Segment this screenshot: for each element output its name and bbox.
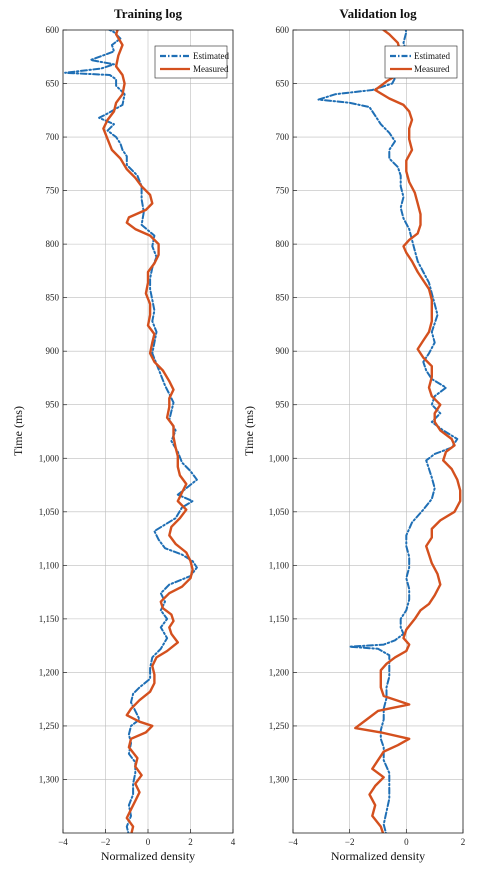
series-line-estimated <box>64 30 198 833</box>
y-axis-label: Time (ms) <box>242 406 256 456</box>
x-tick-label: −2 <box>101 837 111 847</box>
x-tick-label: 0 <box>404 837 409 847</box>
x-tick-label: −4 <box>58 837 68 847</box>
x-tick-label: −2 <box>345 837 355 847</box>
y-tick-label: 1,250 <box>269 721 290 731</box>
y-tick-label: 800 <box>276 239 290 249</box>
series-line-measured <box>102 30 194 833</box>
chart-title: Validation log <box>339 6 417 21</box>
y-tick-label: 1,200 <box>269 667 290 677</box>
y-tick-label: 600 <box>46 25 60 35</box>
x-tick-label: 0 <box>146 837 151 847</box>
grid <box>292 29 464 833</box>
legend-label-estimated: Estimated <box>193 51 229 61</box>
y-tick-label: 1,000 <box>269 453 290 463</box>
y-tick-label: 850 <box>46 293 60 303</box>
legend-box <box>384 45 458 79</box>
y-tick-label: 1,150 <box>269 614 290 624</box>
y-ticks: 600 650 700 750 800 850 900 950 1,000 1,050 1,100 1… <box>39 25 67 784</box>
y-tick-label: 700 <box>276 132 290 142</box>
x-tick-label: −4 <box>288 837 298 847</box>
series-line-estimated <box>317 30 459 833</box>
y-tick-label: 650 <box>46 79 60 89</box>
x-tick-label: 4 <box>231 837 236 847</box>
y-tick-label: 1,100 <box>269 560 290 570</box>
x-tick-label: 2 <box>461 837 466 847</box>
y-tick-label: 1,000 <box>39 453 60 463</box>
x-ticks: −4 −2 0 2 4 <box>58 829 236 847</box>
y-tick-label: 1,300 <box>39 774 60 784</box>
legend: Estimated Measured <box>384 45 458 79</box>
y-tick-label: 1,300 <box>269 774 290 784</box>
y-tick-label: 750 <box>276 186 290 196</box>
y-tick-label: 1,050 <box>269 507 290 517</box>
y-tick-label: 900 <box>46 346 60 356</box>
legend-label-estimated: Estimated <box>414 51 450 61</box>
y-ticks: 600 650 700 750 800 850 900 950 1,000 1,050 1,100 1… <box>269 25 297 784</box>
x-axis-label: Normalized density <box>101 849 195 863</box>
y-tick-label: 800 <box>46 239 60 249</box>
x-axis-label: Normalized density <box>331 849 425 863</box>
series-lines <box>64 30 198 833</box>
series-lines <box>317 30 462 833</box>
panel-validation: Validation log −4 −2 0 2 600 650 700 750 800 850… <box>242 6 465 863</box>
y-tick-label: 700 <box>46 132 60 142</box>
y-tick-label: 850 <box>276 293 290 303</box>
legend-label-measured: Measured <box>414 64 450 74</box>
y-tick-label: 650 <box>276 79 290 89</box>
legend-label-measured: Measured <box>193 64 229 74</box>
y-axis-label: Time (ms) <box>11 406 25 456</box>
panel-training: Training log −4 −2 0 2 4 600 650 700 750 800 850 9… <box>11 6 236 863</box>
y-tick-label: 1,100 <box>39 560 60 570</box>
x-tick-label: 2 <box>188 837 193 847</box>
grid <box>62 29 234 833</box>
x-ticks: −4 −2 0 2 <box>288 829 465 847</box>
y-tick-label: 950 <box>276 400 290 410</box>
series-line-measured <box>354 30 462 833</box>
y-tick-label: 900 <box>276 346 290 356</box>
y-tick-label: 1,050 <box>39 507 60 517</box>
legend: Estimated Measured <box>154 45 229 79</box>
chart-title: Training log <box>114 6 183 21</box>
y-tick-label: 1,200 <box>39 667 60 677</box>
y-tick-label: 750 <box>46 186 60 196</box>
y-tick-label: 1,150 <box>39 614 60 624</box>
y-tick-label: 600 <box>276 25 290 35</box>
y-tick-label: 1,250 <box>39 721 60 731</box>
plot-frame <box>292 29 464 834</box>
legend-box <box>154 45 228 79</box>
y-tick-label: 950 <box>46 400 60 410</box>
